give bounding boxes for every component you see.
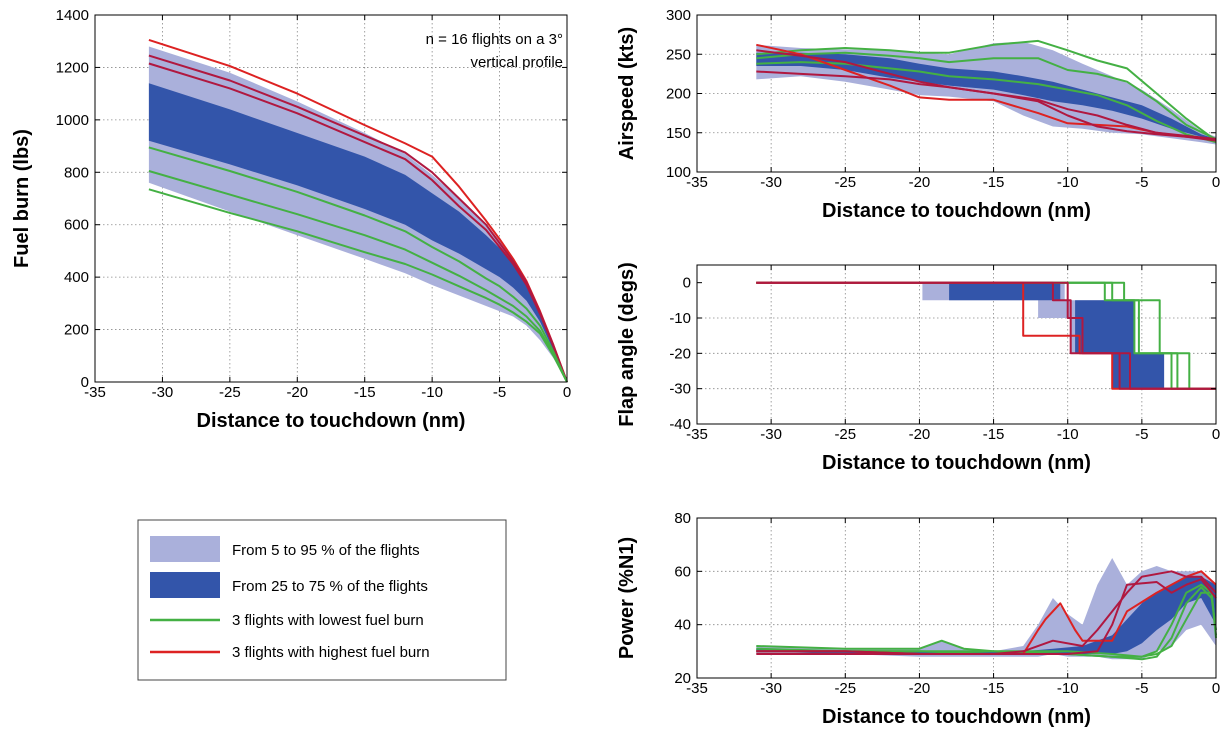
series-line-low-fuel-burn	[756, 281, 1216, 390]
y-tick-label: 150	[666, 125, 691, 142]
x-tick-label: -30	[760, 680, 782, 697]
y-tick-label: 250	[666, 46, 691, 63]
y-tick-label: 300	[666, 7, 691, 24]
x-tick-label: -30	[760, 174, 782, 191]
legend-swatch-band-light	[150, 536, 220, 562]
x-tick-label: -15	[983, 426, 1005, 443]
annotation-line-2: vertical profile	[470, 54, 563, 71]
y-tick-label: 0	[81, 374, 89, 391]
legend-label-green-line: 3 flights with lowest fuel burn	[232, 612, 424, 629]
x-axis-label: Distance to touchdown (nm)	[822, 706, 1091, 728]
legend-swatch-band-dark	[150, 572, 220, 598]
x-tick-label: -30	[152, 384, 174, 401]
y-tick-label: 20	[674, 670, 691, 687]
series-line-low-fuel-burn	[756, 281, 1216, 390]
x-tick-label: -15	[983, 680, 1005, 697]
series-line-high-fuel-burn	[148, 62, 568, 383]
y-tick-label: 1400	[56, 7, 89, 24]
series-line-low-fuel-burn	[148, 170, 568, 383]
legend: From 5 to 95 % of the flights From 25 to…	[137, 519, 507, 681]
legend-label-band-light: From 5 to 95 % of the flights	[232, 542, 420, 559]
panel-flap: -35 -30 -25 -20 -15 -10 -5 0 -40 -30 -20 -10 0 Distan…	[616, 262, 1220, 474]
y-tick-label: -20	[669, 345, 691, 362]
x-tick-label: -35	[686, 174, 708, 191]
series-line-low-fuel-burn	[148, 188, 568, 383]
series-line-low-fuel-burn	[756, 39, 1217, 142]
plot-frame	[94, 14, 568, 383]
y-tick-label: 1000	[56, 112, 89, 129]
series-line-low-fuel-burn	[756, 591, 1217, 658]
x-tick-label: -30	[760, 426, 782, 443]
y-axis-label: Power (%N1)	[616, 537, 638, 659]
plot-frame	[696, 264, 1217, 425]
x-tick-label: -5	[1135, 426, 1148, 443]
y-tick-label: 200	[666, 86, 691, 103]
band-5-95	[756, 558, 1216, 660]
x-tick-label: -15	[354, 384, 376, 401]
x-tick-label: -5	[1135, 680, 1148, 697]
x-tick-label: -35	[686, 426, 708, 443]
y-tick-label: 400	[64, 269, 89, 286]
series-line-low-fuel-burn	[148, 146, 568, 383]
series-line-high-fuel-burn	[756, 578, 1217, 655]
x-tick-label: 0	[1212, 174, 1220, 191]
panel-fuel: -35 -30 -25 -20 -15 -10 -5 0 0 200 400 600 800 1000 12…	[11, 7, 571, 432]
x-tick-label: 0	[1212, 426, 1220, 443]
y-tick-label: 0	[683, 275, 691, 292]
series-line-high-fuel-burn	[756, 281, 1216, 390]
x-tick-label: -5	[493, 384, 506, 401]
x-axis-label: Distance to touchdown (nm)	[822, 452, 1091, 474]
series-line-low-fuel-burn	[756, 51, 1217, 140]
x-tick-label: -25	[219, 384, 241, 401]
panel-airspeed: -35 -30 -25 -20 -15 -10 -5 0 100 150 200 250 300 Dist…	[616, 7, 1220, 222]
series-line-low-fuel-burn	[756, 281, 1216, 390]
x-tick-label: -25	[834, 174, 856, 191]
series-line-low-fuel-burn	[756, 583, 1217, 658]
x-tick-label: -35	[686, 680, 708, 697]
x-tick-label: -10	[1057, 174, 1079, 191]
y-tick-label: 40	[674, 617, 691, 634]
x-tick-label: -20	[286, 384, 308, 401]
series-line-high-fuel-burn	[756, 281, 1216, 390]
y-tick-label: -30	[669, 381, 691, 398]
x-tick-label: -35	[84, 384, 106, 401]
plot-frame	[696, 517, 1217, 679]
x-tick-label: -25	[834, 680, 856, 697]
x-tick-label: -20	[909, 174, 931, 191]
x-tick-label: 0	[563, 384, 571, 401]
y-axis-label: Flap angle (degs)	[616, 262, 638, 426]
x-tick-label: -5	[1135, 174, 1148, 191]
x-tick-label: -15	[983, 174, 1005, 191]
y-axis-label: Fuel burn (lbs)	[11, 129, 33, 268]
y-tick-label: 600	[64, 217, 89, 234]
x-tick-label: -20	[909, 426, 931, 443]
y-tick-label: 100	[666, 164, 691, 181]
x-tick-label: -20	[909, 680, 931, 697]
y-tick-label: -10	[669, 310, 691, 327]
annotation-line-1: n = 16 flights on a 3°	[426, 31, 563, 48]
y-tick-label: 800	[64, 164, 89, 181]
x-tick-label: -10	[421, 384, 443, 401]
x-tick-label: -10	[1057, 426, 1079, 443]
x-tick-label: -25	[834, 426, 856, 443]
y-axis-label: Airspeed (kts)	[616, 27, 638, 160]
series-line-high-fuel-burn	[756, 281, 1216, 390]
series-line-high-fuel-burn	[756, 70, 1217, 140]
x-tick-label: 0	[1212, 680, 1220, 697]
panel-power: -35 -30 -25 -20 -15 -10 -5 0 20 40 60 80 Distance to…	[616, 510, 1220, 728]
legend-label-red-line: 3 flights with highest fuel burn	[232, 644, 430, 661]
band-25-75	[148, 83, 567, 382]
y-tick-label: 80	[674, 510, 691, 527]
y-tick-label: -40	[669, 416, 691, 433]
x-tick-label: -10	[1057, 680, 1079, 697]
y-tick-label: 200	[64, 322, 89, 339]
x-axis-label: Distance to touchdown (nm)	[197, 410, 466, 432]
band-25-75	[949, 282, 1165, 389]
x-axis-label: Distance to touchdown (nm)	[822, 200, 1091, 222]
y-tick-label: 60	[674, 563, 691, 580]
legend-label-band-dark: From 25 to 75 % of the flights	[232, 578, 428, 595]
y-tick-label: 1200	[56, 59, 89, 76]
